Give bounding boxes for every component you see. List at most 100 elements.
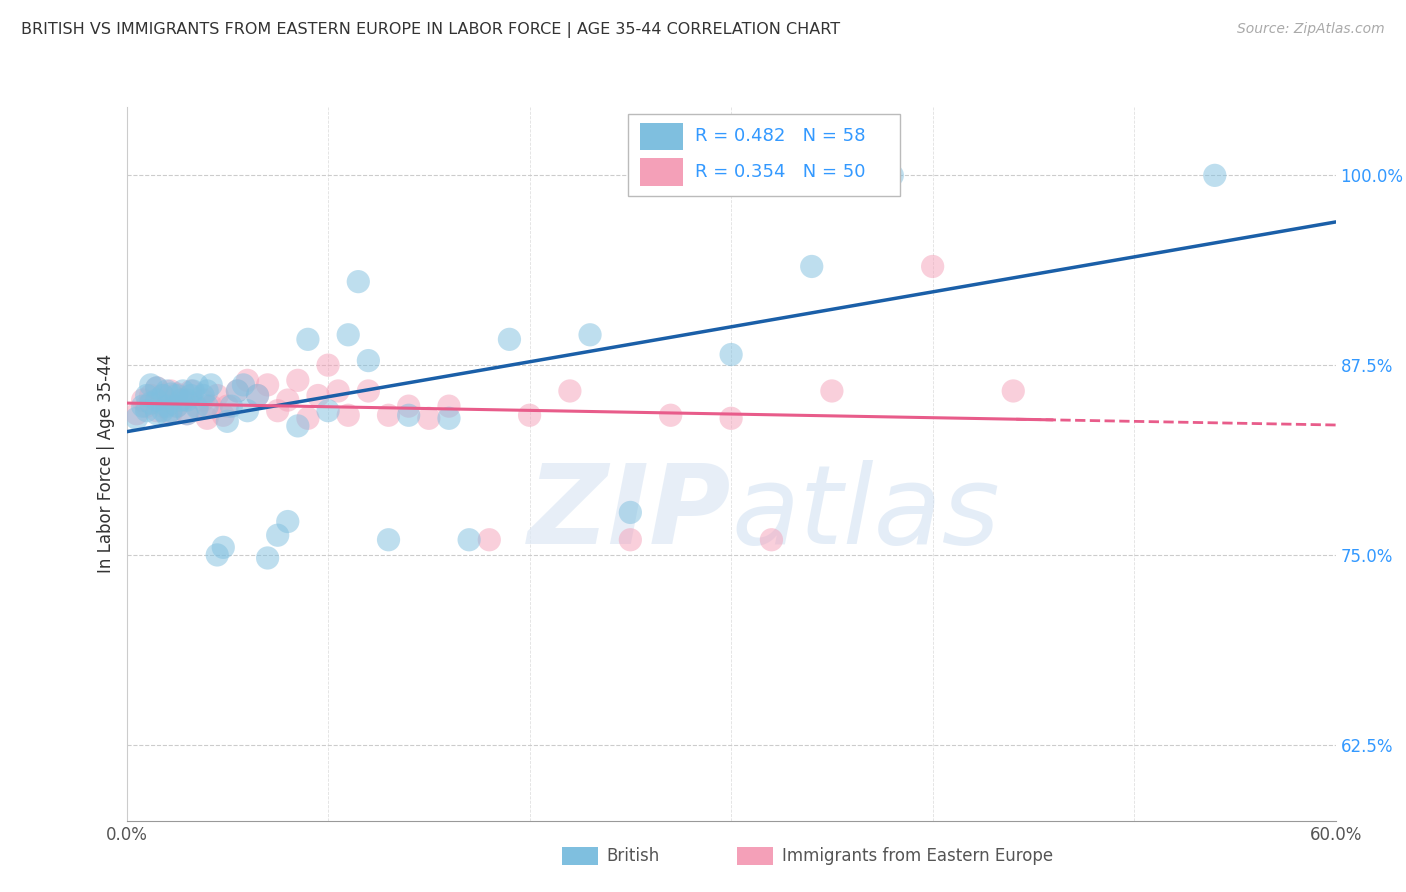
Point <box>579 327 602 342</box>
Point <box>166 399 188 413</box>
Point <box>478 533 501 547</box>
Point <box>246 388 269 402</box>
Point <box>287 418 309 433</box>
Point <box>212 541 235 555</box>
Point <box>176 407 198 421</box>
Point <box>498 332 520 346</box>
Point <box>882 169 904 183</box>
Point <box>232 377 254 392</box>
Point <box>152 388 174 402</box>
Bar <box>562 847 598 865</box>
Point <box>236 403 259 417</box>
Point <box>181 384 204 398</box>
Bar <box>641 159 683 186</box>
Point <box>357 384 380 398</box>
Point <box>156 409 179 423</box>
Text: R = 0.354   N = 50: R = 0.354 N = 50 <box>695 163 865 181</box>
Point <box>195 411 218 425</box>
Point <box>186 401 208 415</box>
Point <box>156 393 179 408</box>
Point <box>437 411 460 425</box>
Point <box>166 387 188 401</box>
Point <box>326 384 350 398</box>
Point <box>176 393 198 408</box>
Point <box>297 411 319 425</box>
Point <box>166 388 188 402</box>
Point <box>200 377 222 392</box>
Point <box>135 388 157 402</box>
Point <box>720 347 742 361</box>
Point <box>180 388 202 402</box>
Y-axis label: In Labor Force | Age 35-44: In Labor Force | Age 35-44 <box>97 354 115 574</box>
Point <box>619 533 641 547</box>
Point <box>659 409 682 423</box>
Text: R = 0.482   N = 58: R = 0.482 N = 58 <box>695 128 865 145</box>
Point <box>160 403 183 417</box>
Point <box>398 409 420 423</box>
Point <box>205 388 228 402</box>
Point <box>152 388 174 402</box>
Point <box>1002 384 1025 398</box>
Point <box>720 411 742 425</box>
Text: Source: ZipAtlas.com: Source: ZipAtlas.com <box>1237 22 1385 37</box>
Point <box>800 260 823 274</box>
Point <box>212 409 235 423</box>
Point <box>217 399 239 413</box>
Point <box>337 327 360 342</box>
Point <box>1204 169 1226 183</box>
Point <box>437 399 460 413</box>
Point <box>146 381 169 395</box>
Point <box>267 403 290 417</box>
Point <box>221 399 243 413</box>
Point <box>139 377 162 392</box>
Point <box>146 393 169 408</box>
Point <box>135 399 157 413</box>
Point <box>172 393 194 408</box>
Point <box>170 393 193 408</box>
Point <box>195 384 218 398</box>
Point <box>519 409 541 423</box>
Point <box>761 533 783 547</box>
Point <box>180 384 202 398</box>
Point <box>316 358 339 372</box>
Point <box>246 388 269 402</box>
Point <box>146 403 169 417</box>
Point <box>277 515 299 529</box>
Point <box>347 275 370 289</box>
Point <box>125 407 148 421</box>
Point <box>217 414 239 428</box>
Text: BRITISH VS IMMIGRANTS FROM EASTERN EUROPE IN LABOR FORCE | AGE 35-44 CORRELATION: BRITISH VS IMMIGRANTS FROM EASTERN EUROP… <box>21 22 841 38</box>
Point <box>146 381 169 395</box>
Point <box>256 377 278 392</box>
Point <box>307 388 329 402</box>
Point <box>226 384 249 398</box>
Point <box>139 396 162 410</box>
Point <box>267 528 290 542</box>
Point <box>398 399 420 413</box>
Bar <box>737 847 773 865</box>
Point <box>152 403 174 417</box>
Point <box>156 399 179 413</box>
Point <box>135 403 157 417</box>
Point <box>176 407 198 421</box>
Point <box>139 388 162 402</box>
Point <box>377 409 399 423</box>
Bar <box>641 123 683 150</box>
Point <box>200 399 222 413</box>
Point <box>458 533 481 547</box>
Point <box>256 551 278 566</box>
Text: ZIP: ZIP <box>527 460 731 567</box>
Point <box>156 384 179 398</box>
Point <box>205 548 228 562</box>
FancyBboxPatch shape <box>628 114 900 196</box>
Point <box>377 533 399 547</box>
Text: atlas: atlas <box>731 460 1000 567</box>
Point <box>160 407 183 421</box>
Point <box>297 332 319 346</box>
Point <box>287 373 309 387</box>
Point <box>160 387 183 401</box>
Point <box>172 384 194 398</box>
Point <box>236 373 259 387</box>
Point <box>226 384 249 398</box>
Point <box>337 409 360 423</box>
